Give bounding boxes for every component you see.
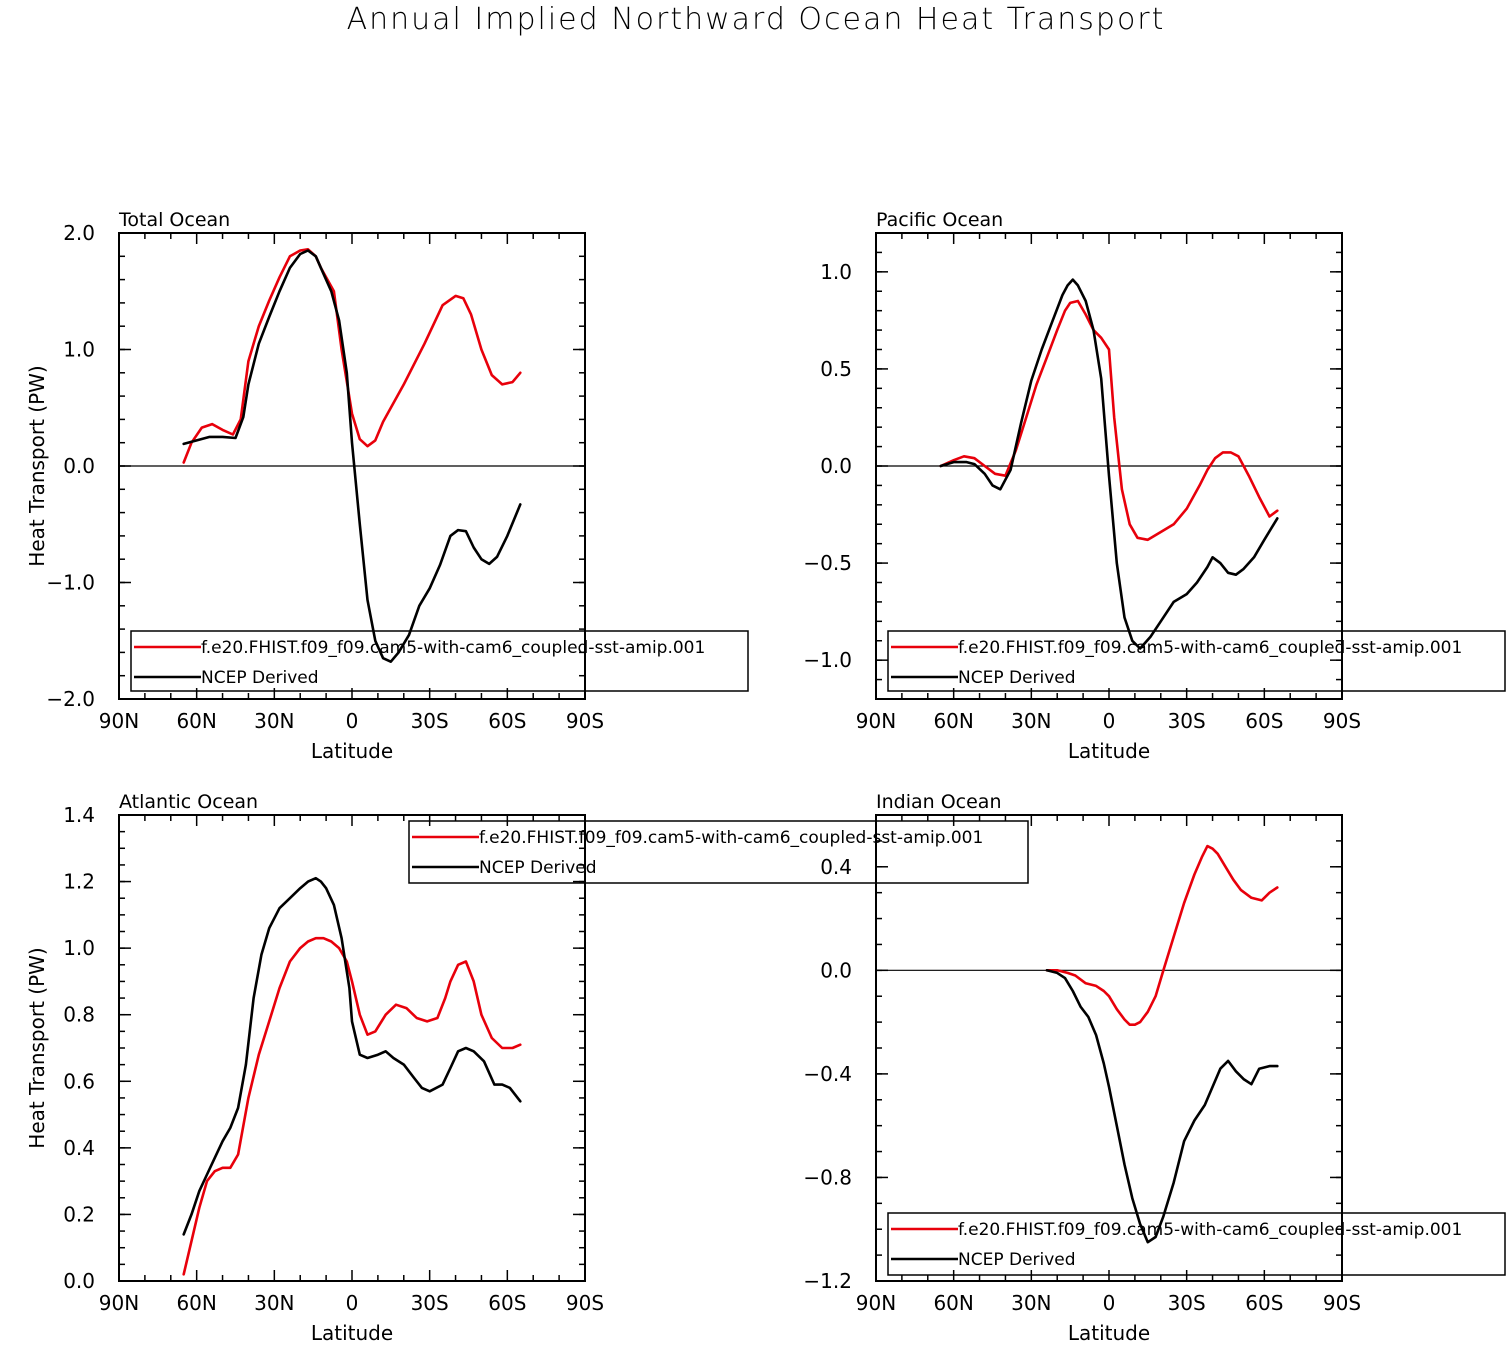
x-tick-label: 30N xyxy=(254,1291,294,1315)
x-axis-title: Latitude xyxy=(1068,1321,1150,1345)
y-tick-label: 0.4 xyxy=(63,1136,95,1160)
x-tick-label: 30S xyxy=(411,1291,449,1315)
y-tick-label: 0.6 xyxy=(63,1069,95,1093)
x-tick-label: 90N xyxy=(99,1291,139,1315)
y-tick-label: 1.0 xyxy=(63,936,95,960)
y-tick-label: 2.0 xyxy=(63,221,95,245)
x-tick-label: 30N xyxy=(1011,709,1051,733)
x-tick-label: 60S xyxy=(488,1291,526,1315)
panel-title: Atlantic Ocean xyxy=(119,791,258,813)
x-axis-title: Latitude xyxy=(311,1321,393,1345)
x-tick-label: 0 xyxy=(1103,709,1116,733)
y-tick-label: 1.0 xyxy=(63,338,95,362)
x-tick-label: 90S xyxy=(566,1291,604,1315)
x-tick-label: 60N xyxy=(176,1291,216,1315)
ncep-series-line xyxy=(939,278,1279,650)
legend-box xyxy=(887,1212,1506,1276)
legend: f.e20.FHIST.f09_f09.cam5-with-cam6_coupl… xyxy=(408,820,1029,884)
x-tick-label: 90S xyxy=(1323,709,1361,733)
x-tick-label: 60N xyxy=(933,709,973,733)
x-tick-label: 30N xyxy=(1011,1291,1051,1315)
ncep-series-line xyxy=(182,876,522,1236)
x-tick-label: 0 xyxy=(346,709,359,733)
legend-label-ncep: NCEP Derived xyxy=(479,858,597,878)
y-tick-label: −1.0 xyxy=(803,648,852,672)
y-axis-title: Heat Transport (PW) xyxy=(25,947,49,1148)
legend-label-ncep: NCEP Derived xyxy=(201,668,319,688)
legend-label-ncep: NCEP Derived xyxy=(958,1250,1076,1270)
x-tick-label: 60S xyxy=(488,709,526,733)
x-tick-label: 30S xyxy=(1168,1291,1206,1315)
x-tick-label: 90N xyxy=(856,709,896,733)
y-tick-label: 0.0 xyxy=(820,454,852,478)
model-series-line xyxy=(939,299,1279,542)
x-tick-label: 60N xyxy=(176,709,216,733)
panel-pacific-ocean: Pacific Ocean 90N 60N 30N 0 30S 60S 90S −1.0 −0.5… xyxy=(803,209,1506,763)
x-tick-label: 90N xyxy=(99,709,139,733)
y-tick-label: −0.8 xyxy=(803,1165,852,1189)
y-tick-label: 0.0 xyxy=(63,454,95,478)
panel-title: Pacific Ocean xyxy=(876,209,1003,231)
legend: f.e20.FHIST.f09_f09.cam5-with-cam6_coupl… xyxy=(130,630,749,692)
x-axis-title: Latitude xyxy=(1068,739,1150,763)
y-tick-label: 1.4 xyxy=(63,803,95,827)
x-axis-title: Latitude xyxy=(311,739,393,763)
y-tick-label: 0.5 xyxy=(820,357,852,381)
panel-indian-ocean: Indian Ocean 90N 60N 30N 0 30S 60S 90S −1.2 −0.8 −… xyxy=(803,791,1506,1345)
y-tick-label: 0.4 xyxy=(820,855,852,879)
x-tick-label: 60S xyxy=(1245,709,1283,733)
panel-atlantic-ocean: Atlantic Ocean 90N 60N 30N 0 30S 60S 90S 0.0 0.2 0… xyxy=(25,791,1029,1345)
y-tick-label: −1.0 xyxy=(46,571,95,595)
legend-box xyxy=(887,630,1506,692)
y-tick-label: −0.5 xyxy=(803,551,852,575)
x-tick-label: 90N xyxy=(856,1291,896,1315)
ncep-series-line xyxy=(1045,968,1279,1244)
figure-title: Annual Implied Northward Ocean Heat Tran… xyxy=(346,2,1166,37)
x-tick-label: 60S xyxy=(1245,1291,1283,1315)
legend-label-ncep: NCEP Derived xyxy=(958,668,1076,688)
x-tick-label: 30S xyxy=(411,709,449,733)
model-series-line xyxy=(182,936,522,1276)
y-tick-label: 0.0 xyxy=(63,1269,95,1293)
legend-label-model: f.e20.FHIST.f09_f09.cam5-with-cam6_coupl… xyxy=(201,638,705,658)
x-tick-label: 0 xyxy=(346,1291,359,1315)
y-tick-label: 0.2 xyxy=(63,1202,95,1226)
legend: f.e20.FHIST.f09_f09.cam5-with-cam6_coupl… xyxy=(887,1212,1506,1276)
legend: f.e20.FHIST.f09_f09.cam5-with-cam6_coupl… xyxy=(887,630,1506,692)
legend-label-model: f.e20.FHIST.f09_f09.cam5-with-cam6_coupl… xyxy=(958,638,1462,658)
y-axis-title: Heat Transport (PW) xyxy=(25,365,49,566)
y-tick-label: −1.2 xyxy=(803,1269,852,1293)
legend-box xyxy=(130,630,749,692)
model-series-line xyxy=(182,248,522,464)
x-tick-label: 30N xyxy=(254,709,294,733)
ncep-series-line xyxy=(182,249,522,664)
x-tick-label: 0 xyxy=(1103,1291,1116,1315)
x-tick-label: 60N xyxy=(933,1291,973,1315)
x-tick-label: 90S xyxy=(1323,1291,1361,1315)
panel-title: Total Ocean xyxy=(118,209,230,231)
y-tick-label: −2.0 xyxy=(46,687,95,711)
y-tick-label: 1.2 xyxy=(63,870,95,894)
x-tick-label: 30S xyxy=(1168,709,1206,733)
plot-frame xyxy=(875,814,1343,1282)
y-tick-label: 0.8 xyxy=(63,1003,95,1027)
legend-label-model: f.e20.FHIST.f09_f09.cam5-with-cam6_coupl… xyxy=(479,828,983,848)
legend-box xyxy=(408,820,1029,884)
panel-title: Indian Ocean xyxy=(876,791,1002,813)
y-tick-label: 0.0 xyxy=(820,958,852,982)
y-tick-label: 1.0 xyxy=(820,260,852,284)
y-tick-label: −0.4 xyxy=(803,1062,852,1086)
legend-label-model: f.e20.FHIST.f09_f09.cam5-with-cam6_coupl… xyxy=(958,1220,1462,1240)
panel-total-ocean: Total Ocean 90N 60N 30N 0 30S 60S 90S −2.0 −1.0 0.… xyxy=(25,209,749,763)
model-series-line xyxy=(1045,844,1279,1026)
x-tick-label: 90S xyxy=(566,709,604,733)
